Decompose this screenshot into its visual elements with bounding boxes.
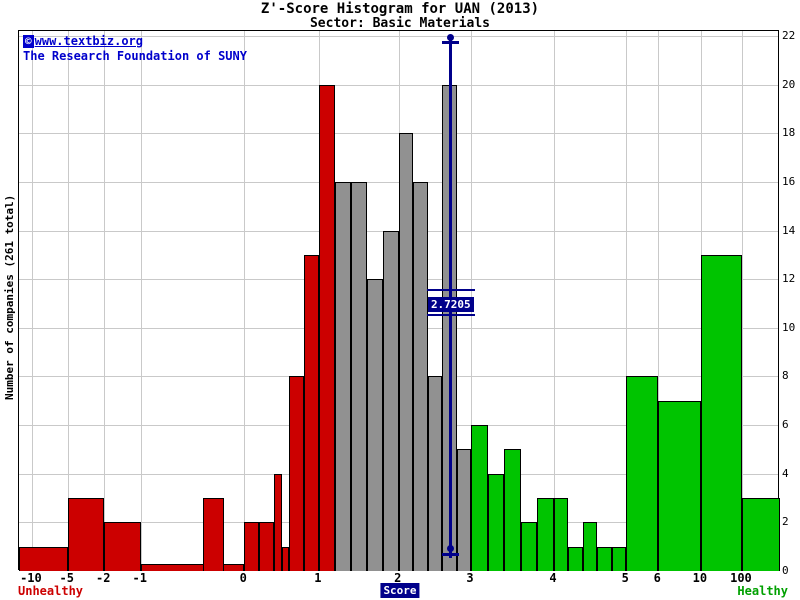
x-tick-label: -1	[132, 571, 147, 585]
marker-hline-bottom	[426, 314, 475, 316]
h-gridline	[19, 133, 778, 135]
marker-top-crossbar	[442, 41, 460, 44]
histogram-bar	[504, 449, 521, 571]
x-tick-label: 100	[730, 571, 752, 585]
histogram-bar	[700, 254, 742, 571]
x-tick-label: 10	[692, 571, 708, 585]
marker-bottom-crossbar	[442, 553, 460, 556]
histogram-bar	[382, 230, 399, 571]
histogram-bar	[471, 425, 488, 571]
v-gridline	[104, 31, 106, 569]
v-gridline	[553, 31, 555, 569]
x-axis-label: Score	[380, 583, 420, 598]
y-tick-label: 20	[782, 77, 796, 91]
y-tick-label: 8	[782, 369, 789, 383]
histogram-bar	[244, 522, 260, 571]
histogram-bar	[334, 181, 351, 571]
x-tick-label: 6	[653, 571, 661, 585]
histogram-bar	[281, 546, 289, 571]
histogram-bar	[658, 400, 701, 571]
chart-subtitle: Sector: Basic Materials	[309, 16, 490, 31]
y-tick-label: 12	[782, 272, 796, 286]
histogram-bar	[553, 498, 569, 571]
x-tick-label: -10	[20, 571, 42, 585]
x-tick-label: 1	[314, 571, 322, 585]
histogram-bar	[537, 498, 554, 571]
chart-title: Z'-Score Histogram for UAN (2013)	[260, 1, 540, 17]
y-tick-label: 6	[782, 418, 789, 432]
watermark-site-line: © www.textbiz.org	[23, 34, 247, 49]
histogram-bar	[140, 563, 245, 571]
histogram-bar	[597, 546, 612, 571]
y-tick-label: 22	[782, 29, 796, 42]
histogram-bar	[582, 522, 598, 571]
x-tick-label: 3	[466, 571, 474, 585]
histogram-bar	[741, 498, 780, 571]
histogram-bar	[104, 522, 141, 571]
healthy-label: Healthy	[737, 584, 788, 598]
histogram-bar	[456, 449, 472, 571]
marker-top-dot	[447, 34, 455, 41]
histogram-bar	[202, 498, 224, 571]
watermark-org: The Research Foundation of SUNY	[23, 49, 247, 63]
y-tick-label: 16	[782, 174, 796, 188]
marker-bottom-dot	[447, 545, 455, 552]
unhealthy-label: Unhealthy	[18, 584, 84, 598]
histogram-bar	[19, 546, 68, 571]
v-gridline	[658, 31, 660, 569]
histogram-bar	[611, 546, 627, 571]
x-tick-label: 2	[394, 571, 402, 585]
histogram-bar	[289, 376, 304, 571]
x-tick-label: 0	[239, 571, 247, 585]
v-gridline	[31, 31, 33, 569]
y-tick-label: 14	[782, 223, 796, 237]
y-tick-label: 18	[782, 126, 796, 140]
marker-hline-top	[426, 289, 475, 291]
histogram-bar	[67, 498, 105, 571]
marker-label-group: 2.7205	[426, 287, 475, 318]
v-gridline	[741, 31, 743, 569]
v-gridline	[626, 31, 628, 569]
h-gridline	[19, 181, 778, 183]
x-tick-label: -5	[59, 571, 74, 585]
textbiz-link[interactable]: www.textbiz.org	[34, 34, 143, 48]
y-tick-labels: 0 2 4 6 8 10 12 14 16 18 20 22	[782, 29, 800, 577]
histogram-bar	[626, 376, 659, 571]
y-tick-label: 2	[782, 515, 789, 529]
v-gridline	[67, 31, 69, 569]
h-gridline	[19, 36, 778, 37]
h-gridline	[19, 84, 778, 86]
histogram-bar	[520, 522, 538, 571]
y-tick-label: 4	[782, 466, 789, 480]
histogram-bar	[350, 181, 367, 571]
y-axis-label: Number of companies (261 total)	[3, 194, 16, 400]
x-tick-label: 5	[621, 571, 629, 585]
histogram-bar	[568, 546, 583, 571]
histogram-bar	[427, 376, 443, 571]
watermark: © www.textbiz.org The Research Foundation…	[23, 34, 247, 64]
histogram-bar	[366, 279, 383, 571]
copyright-icon: ©	[23, 35, 34, 48]
x-tick-label: -2	[95, 571, 111, 585]
y-tick-label: 0	[782, 564, 789, 577]
histogram-bar	[318, 84, 335, 571]
x-tick-label: 4	[549, 571, 557, 585]
histogram-bar	[413, 181, 428, 571]
x-tick-labels: -10 -5 -2 -1 0 1 2 3 4 5 6 10 100	[0, 571, 800, 585]
histogram-bar	[398, 133, 414, 571]
histogram-bar	[259, 522, 275, 571]
marker-value: 2.7205	[427, 297, 474, 312]
v-gridline	[244, 31, 246, 569]
y-tick-label: 10	[782, 320, 796, 334]
plot-area: © www.textbiz.org The Research Foundation…	[18, 30, 780, 571]
histogram-bar	[274, 473, 282, 571]
histogram-bar	[487, 473, 505, 571]
histogram-bar	[303, 254, 319, 571]
v-gridline	[140, 31, 142, 569]
